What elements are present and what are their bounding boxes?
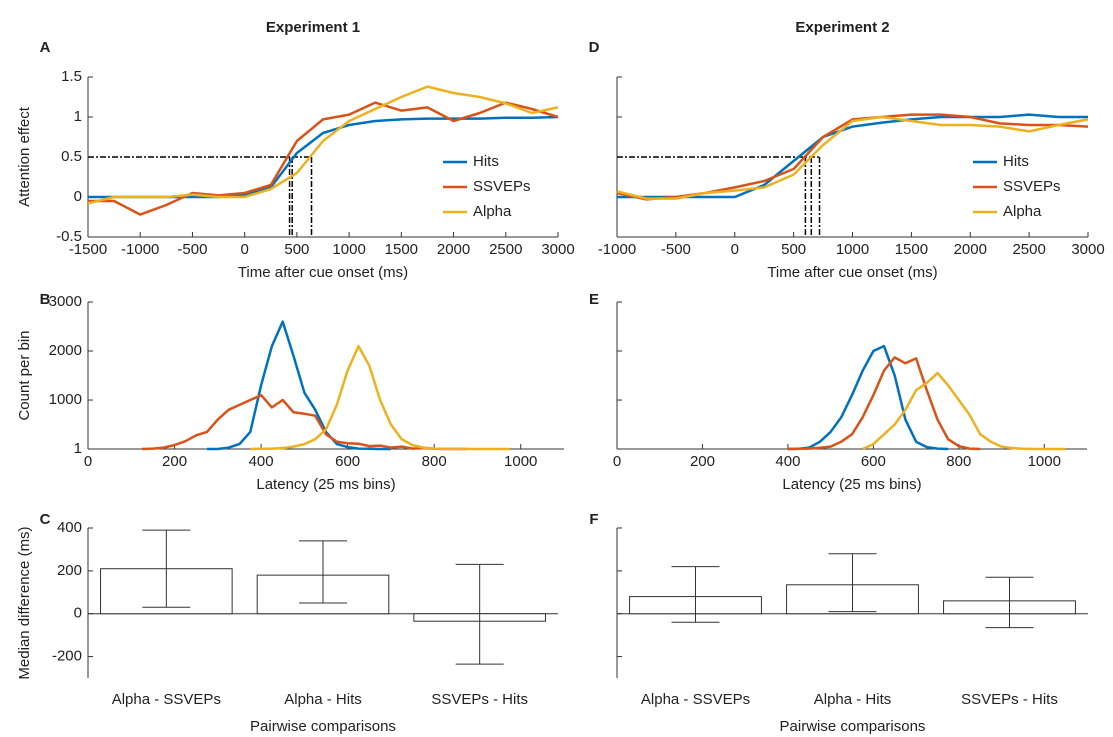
legend-label: Hits (1003, 153, 1029, 170)
x-tick-label: 400 (249, 453, 274, 470)
legend-label: Hits (473, 153, 499, 170)
y-tick-label: -0.5 (56, 228, 82, 245)
x-tick-label: 0 (84, 453, 92, 470)
panel-label: F (589, 511, 598, 528)
error-bar (671, 566, 720, 623)
y-axis-label: Median difference (ms) (16, 526, 33, 679)
x-tick-label: 3000 (541, 241, 574, 258)
panel-label: B (40, 291, 51, 308)
x-tick-label: 500 (781, 241, 806, 258)
x-tick-label: 1000 (1028, 453, 1061, 470)
y-tick-label: 200 (57, 562, 82, 579)
x-tick-label: 600 (335, 453, 360, 470)
y-tick-label: 1.5 (61, 68, 82, 85)
x-axis-label: Latency (25 ms bins) (256, 476, 395, 493)
y-tick-label: 400 (57, 519, 82, 536)
x-axis-label: Time after cue onset (ms) (238, 264, 408, 281)
x-axis-label: Latency (25 ms bins) (782, 476, 921, 493)
x-tick-label: Alpha - Hits (814, 691, 892, 708)
x-tick-label: 200 (162, 453, 187, 470)
legend-label: SSVEPs (473, 178, 531, 195)
y-axis-label: Attention effect (16, 106, 33, 207)
panel-label: E (589, 291, 599, 308)
legend-label: Alpha (1003, 203, 1042, 220)
x-tick-label: -500 (177, 241, 207, 258)
x-tick-label: -1500 (69, 241, 107, 258)
x-tick-label: -1000 (121, 241, 159, 258)
y-tick-label: -200 (52, 648, 82, 665)
x-tick-label: 0 (731, 241, 739, 258)
legend-label: SSVEPs (1003, 178, 1061, 195)
series-line (87, 85, 559, 205)
x-tick-label: 1000 (836, 241, 869, 258)
x-tick-label: 1000 (504, 453, 537, 470)
series-line (207, 320, 391, 451)
column-title: Experiment 1 (266, 19, 360, 36)
x-axis-label: Time after cue onset (ms) (767, 264, 937, 281)
legend-label: Alpha (473, 203, 512, 220)
x-tick-label: 3000 (1071, 241, 1104, 258)
panel-label: C (40, 511, 51, 528)
x-tick-label: 1000 (332, 241, 365, 258)
x-tick-label: 0 (240, 241, 248, 258)
y-tick-label: 1000 (49, 391, 82, 408)
y-axis-label: Count per bin (16, 330, 33, 420)
x-tick-label: -1000 (598, 241, 636, 258)
series-line (787, 344, 949, 451)
series-line (250, 344, 510, 451)
x-tick-label: 600 (861, 453, 886, 470)
x-tick-label: 200 (690, 453, 715, 470)
x-tick-label: Alpha - SSVEPs (112, 691, 221, 708)
error-bar (142, 529, 191, 608)
x-tick-label: 800 (946, 453, 971, 470)
x-tick-label: SSVEPs - Hits (431, 691, 528, 708)
x-tick-label: SSVEPs - Hits (961, 691, 1058, 708)
y-tick-label: 0 (74, 605, 82, 622)
y-tick-label: 1 (74, 440, 82, 457)
x-tick-label: 1500 (895, 241, 928, 258)
x-axis-label: Pairwise comparisons (250, 718, 396, 735)
x-tick-label: Alpha - Hits (284, 691, 362, 708)
y-tick-label: 1 (74, 108, 82, 125)
error-bar (455, 563, 504, 665)
x-tick-label: 800 (422, 453, 447, 470)
x-tick-label: 2000 (954, 241, 987, 258)
x-tick-label: 0 (613, 453, 621, 470)
series-line (617, 113, 1088, 199)
x-tick-label: 2500 (489, 241, 522, 258)
panel-label: D (589, 39, 600, 56)
x-axis-label: Pairwise comparisons (780, 718, 926, 735)
y-tick-label: 0 (74, 188, 82, 205)
x-tick-label: 400 (775, 453, 800, 470)
y-tick-label: 0.5 (61, 148, 82, 165)
error-bar (828, 553, 877, 613)
x-tick-label: -500 (661, 241, 691, 258)
error-bar (299, 540, 347, 604)
series-line (787, 356, 981, 451)
error-bar (985, 576, 1034, 629)
series-line (88, 101, 559, 216)
x-tick-label: Alpha - SSVEPs (641, 691, 750, 708)
x-tick-label: 2000 (437, 241, 470, 258)
series-line (862, 371, 1066, 451)
x-tick-label: 500 (284, 241, 309, 258)
y-tick-label: 2000 (49, 342, 82, 359)
y-tick-label: 3000 (49, 293, 82, 310)
panel-label: A (40, 39, 51, 56)
x-tick-label: 1500 (385, 241, 418, 258)
series-line (142, 393, 467, 451)
series-line (616, 115, 1089, 200)
x-tick-label: 2500 (1012, 241, 1045, 258)
column-title: Experiment 2 (795, 19, 889, 36)
